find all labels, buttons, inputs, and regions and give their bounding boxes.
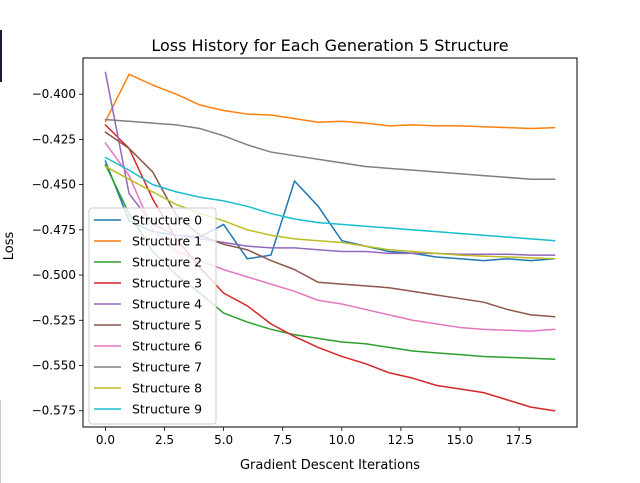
x-tick-label: 10.0 <box>328 433 355 447</box>
legend-label-structure-8: Structure 8 <box>132 381 202 396</box>
y-tick-label: −0.500 <box>32 268 76 282</box>
x-tick-label: 12.5 <box>388 433 415 447</box>
legend: Structure 0 Structure 1 Structure 2 Structu… <box>88 207 217 425</box>
y-tick-label: −0.575 <box>32 404 76 418</box>
x-axis-label: Gradient Descent Iterations <box>240 458 420 473</box>
y-tick-label: −0.550 <box>32 359 76 373</box>
plot-frame <box>82 57 578 428</box>
y-tick-label: −0.450 <box>32 178 76 192</box>
legend-label-structure-0: Structure 0 <box>132 213 202 228</box>
x-tick-label: 2.5 <box>155 433 174 447</box>
legend-label-structure-1: Structure 1 <box>132 234 202 249</box>
y-tick-label: −0.475 <box>32 223 76 237</box>
legend-label-structure-7: Structure 7 <box>132 360 202 375</box>
chart-title: Loss History for Each Generation 5 Struc… <box>151 36 508 55</box>
y-tick-label: −0.425 <box>32 132 76 146</box>
left-edge-mark-top <box>0 30 2 82</box>
y-axis-label: Loss <box>2 232 17 261</box>
series-line-structure-9 <box>104 156 556 242</box>
series-line-structure-1 <box>104 73 556 130</box>
legend-label-structure-6: Structure 6 <box>132 339 202 354</box>
y-tick-label: −0.400 <box>32 87 76 101</box>
y-tick-label: −0.525 <box>32 313 76 327</box>
legend-label-structure-5: Structure 5 <box>132 318 202 333</box>
legend-label-structure-3: Structure 3 <box>132 276 202 291</box>
series-lines <box>104 71 556 412</box>
legend-label-structure-4: Structure 4 <box>132 297 202 312</box>
legend-label-structure-9: Structure 9 <box>132 402 202 417</box>
left-edge-mark-bottom <box>0 400 1 483</box>
series-line-structure-7 <box>104 118 556 180</box>
x-tick-label: 7.5 <box>273 433 292 447</box>
x-tick-label: 5.0 <box>214 433 233 447</box>
series-line-structure-8 <box>104 165 556 260</box>
x-tick-label: 17.5 <box>506 433 533 447</box>
axis-ticks: 0.0 2.5 5.0 7.5 10.0 12.5 15.0 17.5 −0.400 −0.425… <box>32 87 533 447</box>
legend-label-structure-2: Structure 2 <box>132 255 202 270</box>
x-tick-label: 0.0 <box>96 433 115 447</box>
x-tick-label: 15.0 <box>447 433 474 447</box>
